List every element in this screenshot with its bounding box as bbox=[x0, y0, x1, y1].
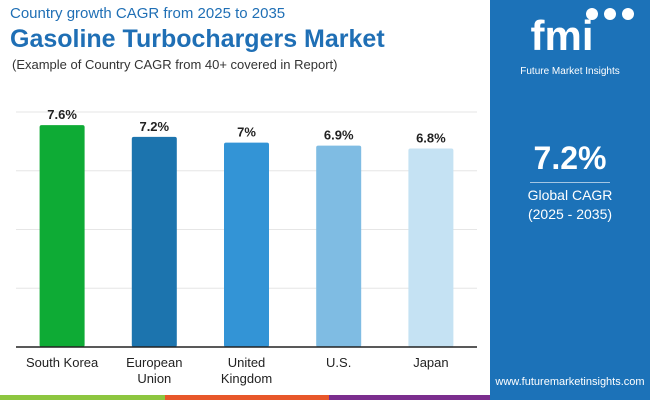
chart-title: Gasoline Turbochargers Market bbox=[10, 25, 385, 53]
bar bbox=[408, 148, 454, 347]
global-cagr-period: (2025 - 2035) bbox=[527, 206, 613, 222]
logo-globe-icon bbox=[586, 8, 598, 20]
global-cagr-label: Global CAGR bbox=[527, 187, 613, 203]
x-tick-label: South Korea bbox=[26, 355, 99, 370]
logo-wordmark: fmi bbox=[531, 12, 594, 59]
data-label: 6.9% bbox=[324, 128, 354, 143]
chart-subtitle: Country growth CAGR from 2025 to 2035 bbox=[10, 5, 286, 22]
x-tick-label: Union bbox=[137, 371, 171, 386]
chart-note: (Example of Country CAGR from 40+ covere… bbox=[12, 57, 338, 72]
bar bbox=[224, 142, 269, 347]
logo-globe-icon bbox=[622, 8, 634, 20]
x-tick-label: European bbox=[126, 355, 182, 370]
data-label: 7% bbox=[237, 125, 256, 140]
x-tick-label: Japan bbox=[413, 355, 448, 370]
summary-panel: fmi Future Market Insights 7.2% Global C… bbox=[490, 0, 650, 400]
global-cagr-value: 7.2% bbox=[533, 140, 607, 176]
x-tick-label: U.S. bbox=[326, 355, 351, 370]
stripe-purple bbox=[329, 395, 490, 400]
website-url: www.futuremarketinsights.com bbox=[495, 376, 645, 388]
data-label: 6.8% bbox=[416, 130, 446, 145]
stripe-orange bbox=[165, 395, 329, 400]
divider bbox=[530, 182, 610, 183]
bar bbox=[316, 145, 362, 347]
data-label: 7.2% bbox=[139, 119, 169, 134]
stripe-green bbox=[0, 395, 165, 400]
x-tick-label: United bbox=[228, 355, 266, 370]
bar bbox=[131, 136, 177, 347]
logo-globe-icon bbox=[604, 8, 616, 20]
x-tick-label: Kingdom bbox=[221, 371, 272, 386]
fmi-logo: fmi Future Market Insights bbox=[520, 8, 634, 77]
data-label: 7.6% bbox=[47, 107, 77, 122]
bar bbox=[39, 125, 85, 347]
logo-caption: Future Market Insights bbox=[520, 66, 619, 77]
